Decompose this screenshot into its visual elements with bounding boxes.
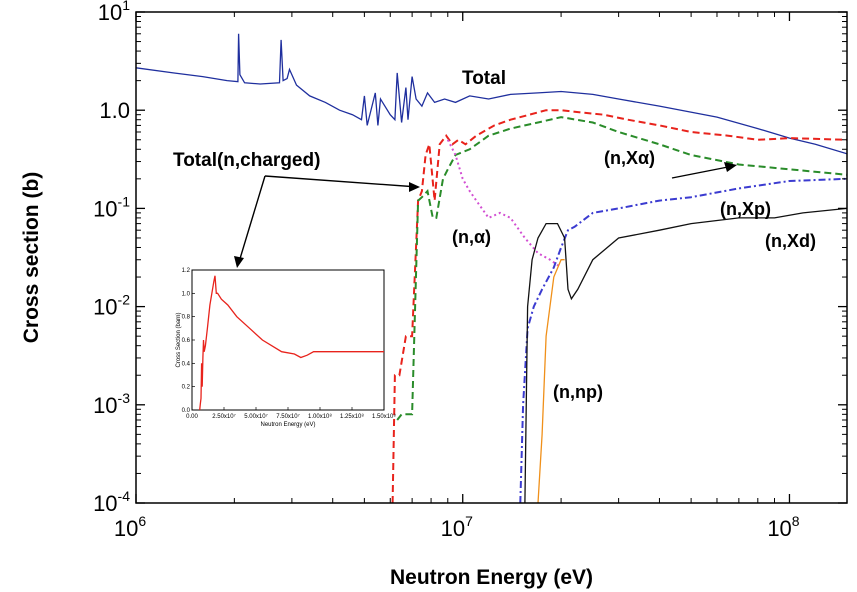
inset-x-tick-label: 1.25x10⁸ [340, 413, 364, 420]
series-line-3 [396, 116, 847, 421]
series-line-2 [391, 109, 847, 503]
label-total-charged: Total(n,charged) [173, 150, 320, 171]
series-line-5 [519, 177, 847, 503]
y-tick-label: 10-3 [93, 390, 130, 418]
x-tick-label: 107 [441, 513, 473, 541]
x-axis-title: Neutron Energy (eV) [390, 566, 593, 589]
inset-frame [191, 269, 385, 411]
series-line-4 [446, 139, 562, 269]
label-n-xp: (n,Xp) [720, 199, 771, 219]
arrowhead-n-xalpha [724, 162, 737, 172]
y-tick-label: 10-4 [93, 488, 130, 516]
annotations: Total Total(n,charged) (n,Xα) (n,Xp) (n,… [173, 68, 816, 402]
inset-y-tick-label: 1.0 [182, 291, 191, 297]
inset-x-tick-label: 7.50x10⁷ [276, 413, 300, 420]
plot-frame [135, 11, 848, 504]
inset-y-tick-label: 0.4 [182, 361, 191, 367]
label-n-xd: (n,Xd) [765, 231, 816, 251]
y-tick-label: 101 [98, 0, 130, 25]
inset-y-tick-label: 0.6 [182, 338, 191, 344]
arrowhead-total-charged-inset [234, 256, 244, 268]
inset-x-axis-title: Neutron Energy (eV) [260, 422, 315, 428]
inset-y-tick-label: 1.2 [182, 268, 191, 274]
inset-y-tick-label: 0.0 [182, 408, 191, 414]
inset-series-line [199, 275, 384, 411]
y-axis-title: Cross section (b) [20, 172, 43, 344]
arrow-n-xalpha [671, 165, 734, 179]
arrowhead-total-charged-main [409, 182, 420, 192]
series-line-7 [537, 259, 565, 503]
inset-y-axis-title: Cross Section (barn) [176, 312, 182, 367]
inset-x-tick-label: 5.00x10⁷ [244, 413, 268, 420]
series-line-6 [524, 207, 847, 503]
label-total: Total [462, 68, 506, 89]
x-tick-label: 106 [114, 513, 146, 541]
series-line-1 [136, 33, 847, 155]
inset-y-tick-label: 0.8 [182, 315, 191, 321]
inset-x-tick-label: 1.50x10⁸ [372, 413, 396, 420]
x-tick-label: 108 [767, 513, 799, 541]
arrow-total-charged-main [264, 175, 419, 188]
y-tick-label: 10-2 [93, 292, 130, 320]
label-n-alpha: (n,α) [452, 227, 491, 247]
inset-y-tick-label: 0.2 [182, 385, 191, 391]
y-tick-label: 10-1 [93, 193, 130, 221]
inset-plot: 0.0 0.2 0.4 0.6 0.8 1.0 1.2 0.00 2.50x10⁷ 5.00x10… [176, 268, 396, 428]
inset-x-tick-label: 0.00 [186, 414, 198, 420]
inset-x-tick-label: 1.00x10⁸ [308, 413, 332, 420]
label-n-xalpha: (n,Xα) [604, 148, 655, 168]
annotation-arrows [234, 162, 737, 268]
arrow-total-charged-inset [238, 175, 266, 263]
y-tick-label: 1.0 [99, 98, 130, 123]
label-n-np: (n,np) [553, 382, 603, 402]
main-plot: 10-4 10-3 10-2 10-1 1.0 101 106 107 108 Neutron E… [20, 0, 848, 589]
inset-x-tick-label: 2.50x10⁷ [212, 413, 236, 420]
